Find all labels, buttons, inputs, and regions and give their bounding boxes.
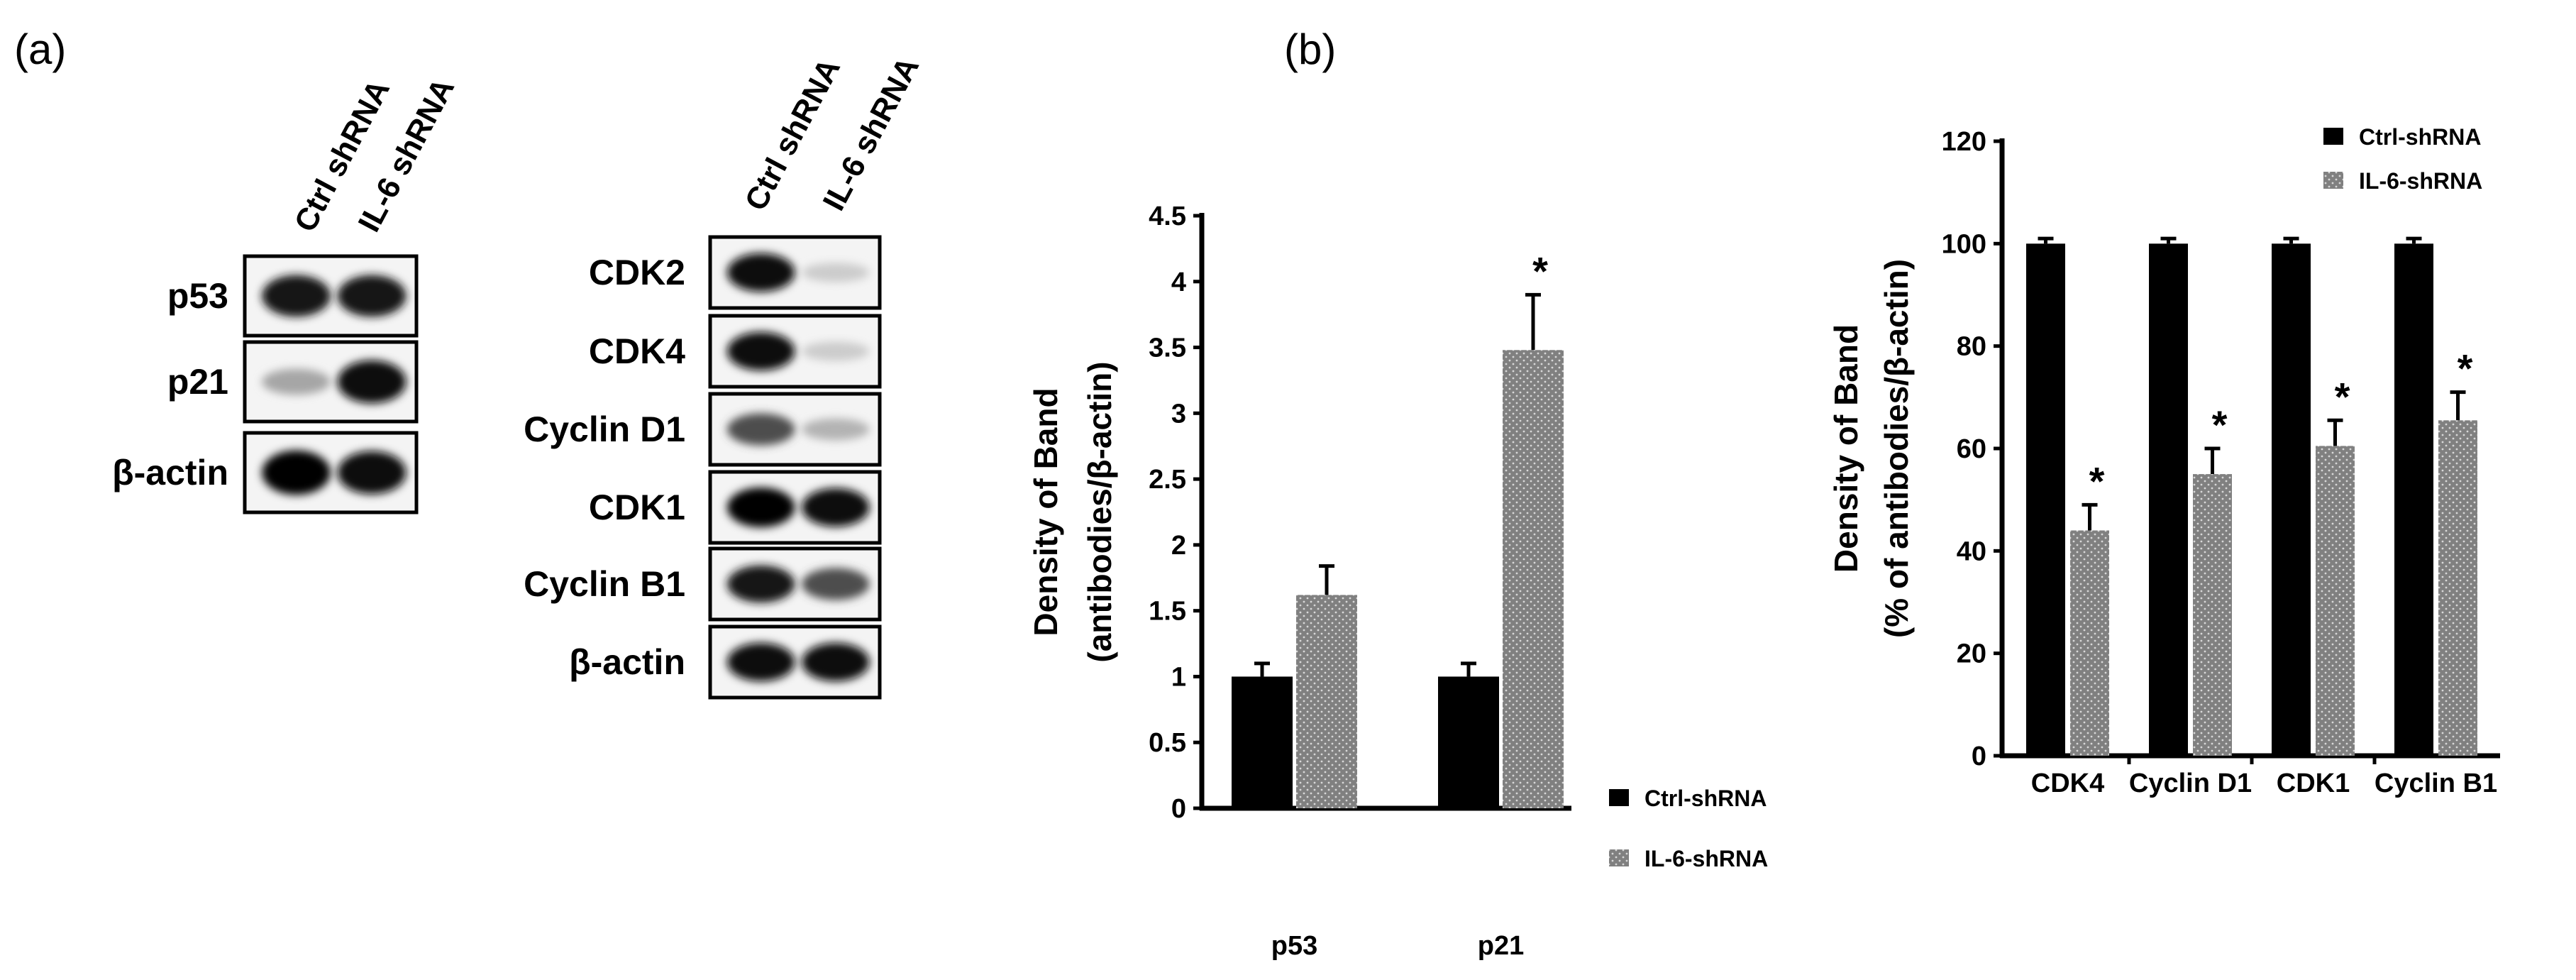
blot-band [262, 450, 331, 495]
y-tick-label: 1.5 [1149, 597, 1186, 627]
legend-swatch [2323, 172, 2343, 189]
blot-band [726, 488, 795, 527]
y-tick-label: 1 [1171, 662, 1186, 692]
blot-row-label: β-actin [112, 453, 228, 492]
y-tick-label: 20 [1957, 639, 1986, 669]
blot-row-label: CDK1 [589, 488, 685, 527]
bar-il6-shrna [1296, 595, 1357, 808]
y-tick-label: 0.5 [1149, 728, 1186, 758]
blot-band [726, 331, 795, 371]
panel-label-a: (a) [14, 26, 66, 73]
bar-il6-shrna [2438, 420, 2477, 756]
y-tick-label: 2.5 [1149, 465, 1186, 495]
blot-band [802, 263, 870, 282]
blot-band [726, 642, 795, 682]
blot-band [337, 275, 407, 317]
legend-swatch [1609, 789, 1629, 806]
bar-ctrl-shrna [2272, 243, 2311, 756]
y-tick-label: 0 [1972, 742, 1986, 771]
y-tick-label: 3 [1171, 399, 1186, 429]
y-tick-label: 3.5 [1149, 334, 1186, 363]
blot-band [802, 341, 870, 361]
y-tick-label: 2 [1171, 531, 1186, 561]
y-axis-label: Density of Band [1027, 387, 1064, 636]
bar-il6-shrna [2070, 530, 2109, 756]
bar-il6-shrna [2193, 474, 2232, 756]
blot-row-label: Cyclin B1 [524, 564, 685, 604]
y-axis-label: (% of antibodies/β-actin) [1878, 259, 1915, 638]
significance-marker: * [1532, 248, 1548, 293]
y-tick-label: 80 [1957, 332, 1986, 362]
bar-ctrl-shrna [2026, 243, 2065, 756]
x-category-label: Cyclin B1 [2375, 769, 2497, 798]
y-tick-label: 40 [1957, 536, 1986, 566]
bar-ctrl-shrna [2394, 243, 2433, 756]
legend-swatch [1609, 849, 1629, 866]
significance-marker: * [2458, 346, 2473, 391]
blot-row-label: p53 [167, 276, 228, 316]
y-tick-label: 4.5 [1149, 202, 1186, 231]
blot-band [726, 413, 795, 446]
bar-ctrl-shrna [1232, 676, 1293, 808]
panel-label-b: (b) [1284, 26, 1336, 73]
y-tick-label: 60 [1957, 434, 1986, 464]
blot-band [802, 642, 870, 682]
blot-row-label: Cyclin D1 [524, 409, 685, 449]
x-category-label: CDK1 [2277, 769, 2350, 798]
legend-label: Ctrl-shRNA [1644, 786, 1767, 811]
y-tick-label: 100 [1942, 229, 1986, 259]
bar-il6-shrna [1503, 350, 1564, 808]
bar-il6-shrna [2316, 446, 2355, 756]
blot-band [802, 418, 870, 441]
bar-ctrl-shrna [2149, 243, 2188, 756]
y-tick-label: 120 [1942, 127, 1986, 157]
legend-label: Ctrl-shRNA [2359, 124, 2481, 150]
x-category-label: p21 [1478, 931, 1524, 961]
x-category-label: Cyclin D1 [2129, 769, 2252, 798]
blot-row-label: p21 [167, 362, 228, 402]
bar-chart-p53-p21: 0 0.5 1 1.5 2 2.5 3 3.5 4 4.5 Density of Band (anti… [1027, 202, 1768, 961]
blot-row-label: CDK4 [589, 331, 685, 371]
significance-marker: * [2212, 402, 2228, 447]
blot-band [262, 275, 331, 317]
blot-band [726, 565, 795, 603]
blot-row-label: CDK2 [589, 253, 685, 292]
blot-band [262, 368, 331, 395]
legend-label: IL-6-shRNA [2359, 168, 2482, 194]
legend-swatch [2323, 128, 2343, 145]
blot-band [337, 360, 407, 404]
y-axis-label: Density of Band [1828, 324, 1864, 573]
legend-label: IL-6-shRNA [1644, 846, 1768, 871]
bar-chart-cell-cycle: 0 20 40 60 80 100 120 Density of Band (% of anti… [1828, 124, 2500, 798]
significance-marker: * [2335, 374, 2350, 419]
blot-band [726, 253, 795, 292]
blot-band [802, 488, 870, 527]
x-category-label: CDK4 [2031, 769, 2104, 798]
blot-band [337, 451, 407, 495]
y-tick-label: 4 [1171, 268, 1186, 297]
x-category-label: p53 [1271, 931, 1317, 961]
significance-marker: * [2089, 458, 2105, 503]
bar-ctrl-shrna [1438, 676, 1499, 808]
y-tick-label: 0 [1171, 794, 1186, 824]
y-axis-label: (antibodies/β-actin) [1081, 361, 1118, 662]
blot-row-label: β-actin [569, 642, 685, 682]
blot-band [802, 568, 870, 600]
